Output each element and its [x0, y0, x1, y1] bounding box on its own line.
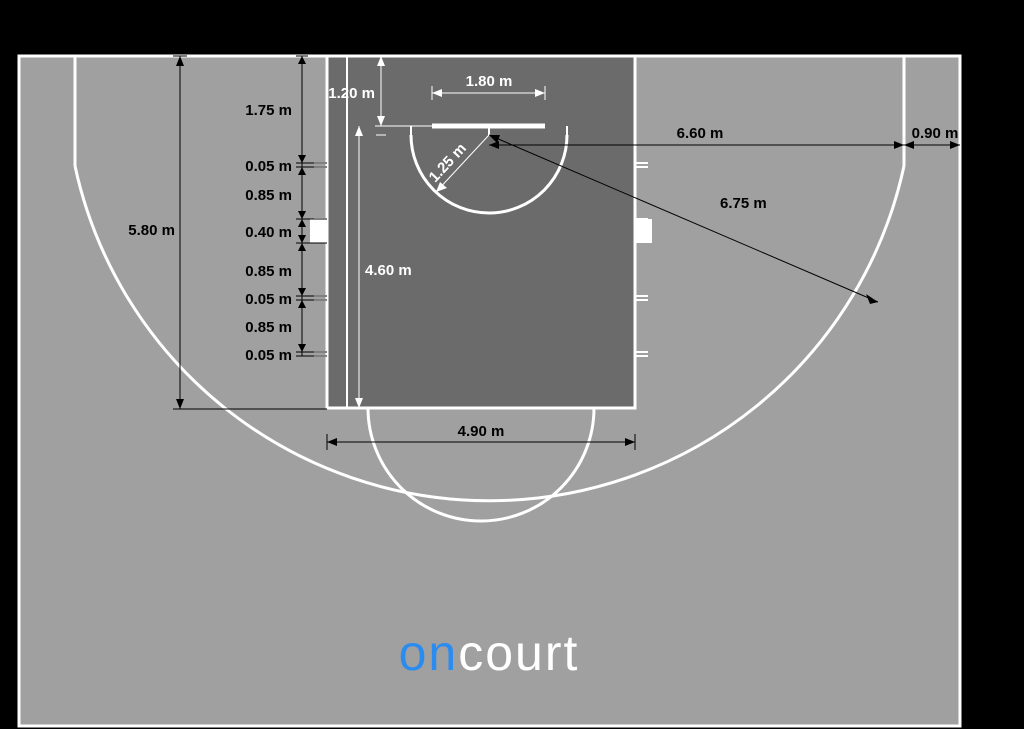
- svg-text:0.85 m: 0.85 m: [245, 319, 292, 336]
- svg-text:1.20 m: 1.20 m: [328, 85, 375, 102]
- court-diagram: 15,00 m 11,00 m 0.90 m 6.60 m 6.75 m: [0, 0, 1024, 729]
- svg-text:0.40 m: 0.40 m: [245, 224, 292, 241]
- svg-text:0.05 m: 0.05 m: [245, 347, 292, 364]
- svg-text:oncourt: oncourt: [399, 625, 580, 681]
- svg-text:1.75 m: 1.75 m: [245, 102, 292, 119]
- svg-text:4.90 m: 4.90 m: [458, 423, 505, 440]
- oncourt-logo: oncourt: [399, 625, 580, 681]
- svg-text:0.85 m: 0.85 m: [245, 263, 292, 280]
- svg-text:6.60 m: 6.60 m: [677, 125, 724, 142]
- svg-text:0.05 m: 0.05 m: [245, 291, 292, 308]
- svg-text:5.80 m: 5.80 m: [128, 222, 175, 239]
- svg-text:1.80 m: 1.80 m: [466, 73, 513, 90]
- svg-text:15,00 m: 15,00 m: [461, 3, 516, 20]
- svg-text:0.85 m: 0.85 m: [245, 187, 292, 204]
- svg-text:11,00 m: 11,00 m: [973, 382, 1024, 399]
- svg-text:0.90 m: 0.90 m: [912, 125, 959, 142]
- dim-total-height: 11,00 m: [973, 56, 1024, 726]
- lane-block-l: [310, 219, 327, 243]
- key-area: [327, 56, 635, 408]
- logo-suffix: court: [458, 625, 579, 681]
- svg-text:4.60 m: 4.60 m: [365, 262, 412, 279]
- dim-total-width: 15,00 m: [19, 3, 960, 28]
- svg-text:0.05 m: 0.05 m: [245, 158, 292, 175]
- logo-prefix: on: [399, 625, 459, 681]
- svg-text:6.75 m: 6.75 m: [720, 195, 767, 212]
- lane-block-r: [635, 219, 652, 243]
